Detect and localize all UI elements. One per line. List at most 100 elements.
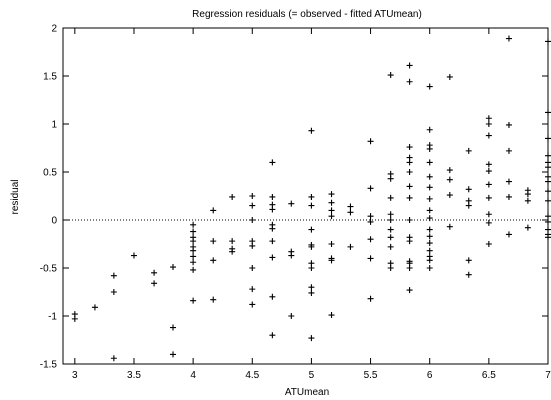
data-point (190, 221, 197, 228)
y-tick-label: 0 (51, 216, 57, 227)
data-point (328, 312, 335, 319)
data-point (545, 38, 551, 45)
data-point (210, 296, 217, 303)
data-point (328, 257, 335, 264)
data-point (505, 178, 512, 185)
data-point (308, 265, 315, 271)
data-point (426, 145, 433, 152)
x-tick-label: 6.5 (482, 370, 496, 381)
data-point (446, 223, 453, 230)
x-axis-label: ATUmean (285, 387, 329, 398)
data-point (190, 259, 197, 266)
data-point (545, 178, 551, 185)
data-point (347, 243, 354, 250)
data-point (485, 168, 492, 175)
data-point (387, 217, 394, 223)
data-point (406, 238, 413, 245)
data-point (367, 255, 374, 262)
data-point (308, 289, 315, 296)
data-point (545, 188, 551, 195)
data-point (485, 121, 492, 127)
x-tick-label: 7 (545, 370, 551, 381)
data-point (545, 218, 551, 225)
data-point (524, 197, 531, 204)
data-point (387, 234, 394, 241)
data-point (406, 144, 413, 151)
data-point (269, 332, 276, 339)
data-point (406, 194, 413, 201)
data-point (426, 159, 433, 166)
data-point (110, 272, 117, 279)
data-point (308, 335, 315, 342)
data-point (426, 215, 433, 222)
data-point (387, 211, 394, 218)
data-point (210, 257, 217, 264)
y-tick-label: -0.5 (40, 264, 58, 275)
data-point (426, 207, 433, 214)
x-tick-label: 3.5 (127, 370, 141, 381)
data-point (545, 152, 551, 159)
data-point (328, 241, 335, 247)
data-point (170, 324, 177, 331)
data-point (229, 193, 236, 200)
data-point (406, 287, 413, 294)
data-point (545, 135, 551, 142)
data-point (308, 127, 315, 134)
data-point (288, 200, 295, 207)
data-point (249, 265, 256, 271)
data-point (406, 78, 413, 85)
data-point (229, 238, 236, 245)
data-point (269, 159, 276, 166)
data-point (308, 243, 315, 250)
data-point (505, 193, 512, 200)
data-point (485, 181, 492, 188)
data-point (446, 73, 453, 80)
data-point (485, 219, 492, 226)
data-point (545, 234, 551, 241)
data-point (190, 266, 197, 273)
data-point (308, 226, 315, 233)
data-point (110, 355, 117, 362)
data-point (210, 207, 217, 214)
data-point (406, 183, 413, 190)
data-point (406, 62, 413, 69)
data-point (229, 248, 236, 255)
data-point (249, 193, 256, 199)
plot-frame (62, 27, 549, 365)
data-point (426, 265, 433, 271)
data-point (288, 252, 295, 259)
y-axis-label: residual (10, 179, 21, 214)
data-point (367, 236, 374, 243)
data-point (426, 233, 433, 240)
data-point (426, 247, 433, 254)
data-point (406, 265, 413, 271)
data-point (190, 238, 197, 245)
y-tick-label: 0.5 (43, 168, 57, 179)
data-point (249, 242, 256, 249)
data-point (269, 254, 276, 261)
data-point (328, 213, 335, 220)
y-tick-label: 1 (51, 120, 57, 131)
y-tick-label: 1.5 (43, 72, 57, 83)
data-point (465, 271, 472, 278)
data-point (151, 269, 158, 276)
data-point (465, 257, 472, 264)
chart-title: Regression residuals (= observed - fitte… (192, 9, 422, 20)
data-point (426, 257, 433, 264)
data-point (170, 351, 177, 358)
data-point (387, 72, 394, 79)
x-tick-label: 5.5 (364, 370, 378, 381)
data-point (465, 147, 472, 154)
data-point (545, 109, 551, 116)
y-tick-label: 2 (51, 24, 57, 35)
data-point (426, 226, 433, 233)
data-point (347, 203, 354, 210)
data-point (91, 304, 98, 311)
data-point (328, 199, 335, 206)
data-point (151, 280, 158, 287)
x-tick-label: 5 (309, 370, 315, 381)
data-point (387, 194, 394, 201)
data-point (485, 132, 492, 139)
data-point (308, 202, 315, 209)
data-point (170, 264, 177, 271)
